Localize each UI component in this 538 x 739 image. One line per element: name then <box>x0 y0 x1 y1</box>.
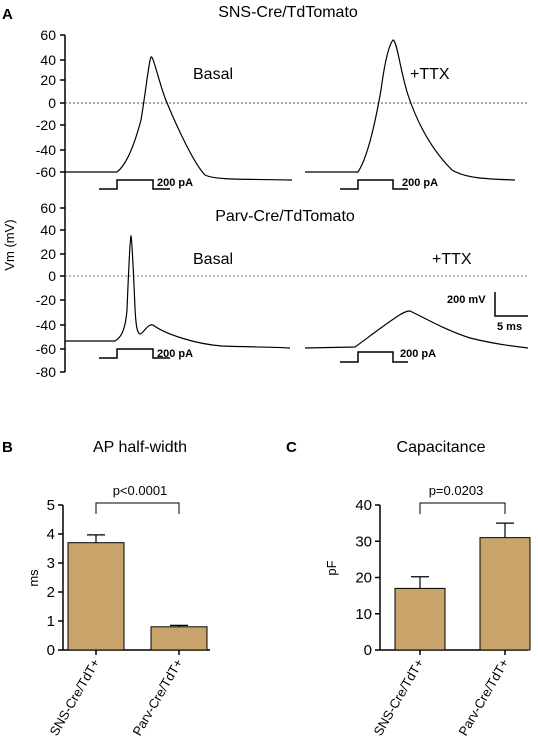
panel-a-letter: A <box>2 6 13 23</box>
panel-b-pvalue: p<0.0001 <box>113 483 168 498</box>
y-tick-label: 10 <box>355 606 372 623</box>
parv-title: Parv-Cre/TdTomato <box>215 208 355 225</box>
panel-a-ytick-label: -60 <box>36 164 56 180</box>
panel-a-ytick-label: 20 <box>40 246 56 262</box>
y-tick-label: 1 <box>47 613 55 630</box>
y-tick-label: 0 <box>47 642 55 659</box>
significance-bracket <box>95 502 180 514</box>
panel-a-ytick-label: 20 <box>40 72 56 88</box>
sns-ttx-label: +TTX <box>410 66 450 83</box>
sns-basal-stim-step <box>99 179 170 190</box>
y-tick-label: 4 <box>47 526 55 543</box>
parv-basal-stim-step <box>99 348 170 359</box>
y-tick-label: 40 <box>355 497 372 514</box>
panel-a-ytick-label: 0 <box>48 268 56 284</box>
panel-a-ytick-label: 40 <box>40 222 56 238</box>
y-tick-label: 3 <box>47 555 55 572</box>
scale-bar-t-label: 5 ms <box>497 321 522 333</box>
y-tick-label: 20 <box>355 570 372 587</box>
sns-basal-label: Basal <box>193 66 233 83</box>
parv-basal-stim-label: 200 pA <box>157 348 193 360</box>
panel-b-title: AP half-width <box>93 439 187 456</box>
x-tick-label: SNS-Cre/TdT+ <box>370 656 426 738</box>
bar <box>479 537 531 651</box>
parv-ttx-stim-label: 200 pA <box>400 348 436 360</box>
panel-a-ylabel: Vm (mV) <box>2 219 17 270</box>
panel-a-ytick-label: -40 <box>36 317 56 333</box>
panel-a-ytick-label: 0 <box>48 95 56 111</box>
panel-a-ytick-label: -20 <box>36 292 56 308</box>
panel-a-y-axis: 60 40 20 0 -20 -40 -60 60 40 20 0 -20 -40 -60 -80 <box>36 27 66 380</box>
sns-ttx-stim-step <box>340 179 408 190</box>
sns-title: SNS-Cre/TdTomato <box>218 4 358 21</box>
panel-a-ytick-label: -20 <box>36 117 56 133</box>
parv-basal-trace <box>65 234 291 349</box>
panel-a-ytick-label: 40 <box>40 52 56 68</box>
panel-a-ytick-label: 60 <box>40 27 56 43</box>
x-tick-label: Parv-Cre/TdT+ <box>129 656 185 738</box>
parv-basal-label: Basal <box>193 251 233 268</box>
parv-ttx-trace <box>304 310 529 349</box>
bar <box>67 542 125 651</box>
panel-b-chart: 0 1 2 3 4 5 SNS-Cre/TdT+ Parv-Cre/TdT+ <box>46 497 210 738</box>
bar <box>150 626 208 651</box>
panel-a-ytick-label: -60 <box>36 341 56 357</box>
panel-b-letter: B <box>2 439 13 456</box>
panel-c-ylabel: pF <box>324 560 339 575</box>
sns-basal-stim-label: 200 pA <box>157 177 193 189</box>
bar <box>394 587 446 651</box>
x-tick-label: SNS-Cre/TdT+ <box>46 656 102 738</box>
y-tick-label: 30 <box>355 533 372 550</box>
significance-bracket <box>419 502 506 514</box>
panel-c-letter: C <box>286 439 297 456</box>
y-tick-label: 2 <box>47 584 55 601</box>
panel-a-ytick-label: -80 <box>36 364 56 380</box>
x-tick-label: Parv-Cre/TdT+ <box>455 656 511 738</box>
scale-bar <box>494 292 528 317</box>
sns-basal-trace <box>65 56 293 181</box>
panel-c-title: Capacitance <box>397 439 486 456</box>
panel-a-ytick-label: -40 <box>36 142 56 158</box>
scale-bar-v-label: 200 mV <box>447 294 486 306</box>
parv-ttx-stim-step <box>340 351 408 363</box>
parv-ttx-label: +TTX <box>432 251 472 268</box>
panel-a-ytick-label: 60 <box>40 200 56 216</box>
sns-ttx-stim-label: 200 pA <box>402 177 438 189</box>
panel-c-pvalue: p=0.0203 <box>429 483 484 498</box>
y-tick-label: 0 <box>364 642 372 659</box>
y-tick-label: 5 <box>47 497 55 514</box>
sns-ttx-trace <box>305 39 516 181</box>
panel-b-ylabel: ms <box>26 569 41 587</box>
panel-c-chart: 0 10 20 30 40 SNS-Cre/TdT+ Parv-Cre/TdT+ <box>355 497 531 738</box>
